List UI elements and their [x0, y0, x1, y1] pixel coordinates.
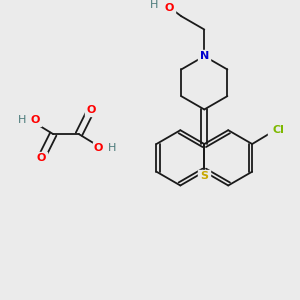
Bar [30, 114, 41, 126]
Text: O: O [86, 106, 95, 116]
Text: O: O [31, 115, 40, 125]
Bar [164, 2, 175, 14]
Text: O: O [165, 3, 174, 13]
Bar [268, 124, 288, 136]
Bar [198, 50, 210, 62]
Bar [35, 152, 47, 164]
Text: N: N [200, 51, 209, 61]
Text: O: O [37, 153, 46, 163]
Text: S: S [200, 171, 208, 181]
Text: H: H [108, 143, 117, 153]
Text: O: O [94, 143, 104, 153]
Bar [93, 142, 105, 154]
Bar [198, 170, 210, 182]
Text: H: H [17, 115, 26, 125]
Text: Cl: Cl [272, 125, 284, 135]
Bar [85, 104, 97, 116]
Text: H: H [149, 0, 158, 10]
